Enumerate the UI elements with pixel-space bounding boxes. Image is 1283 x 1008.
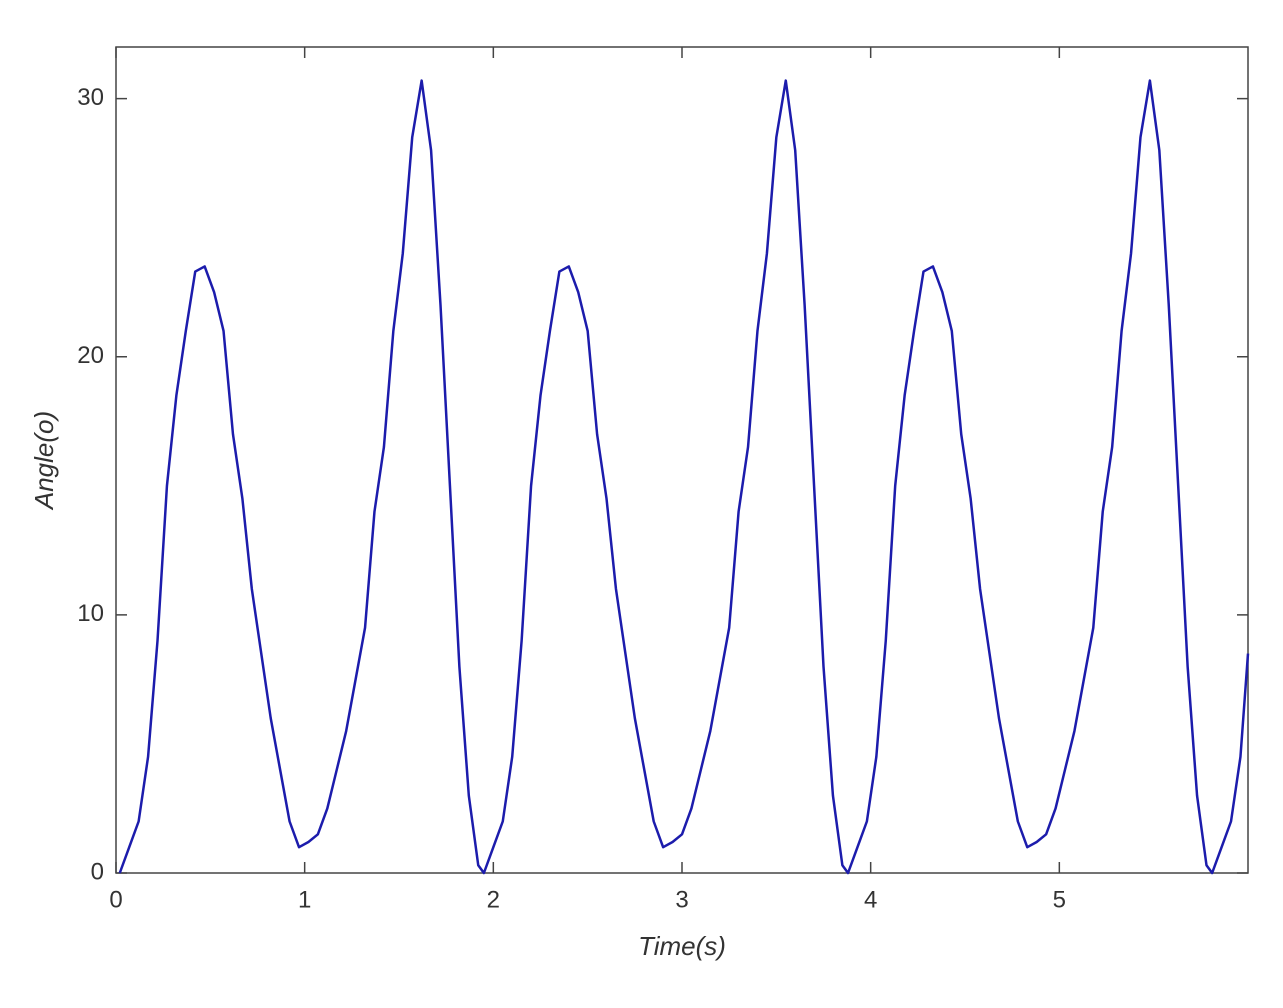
y-axis-label: Angle(o)	[29, 411, 59, 511]
y-tick-label: 0	[91, 858, 104, 885]
x-tick-label: 0	[109, 886, 122, 913]
x-tick-label: 2	[487, 886, 500, 913]
y-tick-label: 10	[77, 600, 104, 627]
data-line	[118, 79, 1250, 875]
plot-frame	[115, 46, 1249, 874]
x-tick-label: 4	[864, 886, 877, 913]
x-axis-label: Time(s)	[638, 931, 726, 961]
y-tick-label: 30	[77, 84, 104, 111]
x-tick-label: 1	[298, 886, 311, 913]
x-tick-label: 5	[1053, 886, 1066, 913]
y-tick-label: 20	[77, 342, 104, 369]
x-tick-label: 3	[675, 886, 688, 913]
